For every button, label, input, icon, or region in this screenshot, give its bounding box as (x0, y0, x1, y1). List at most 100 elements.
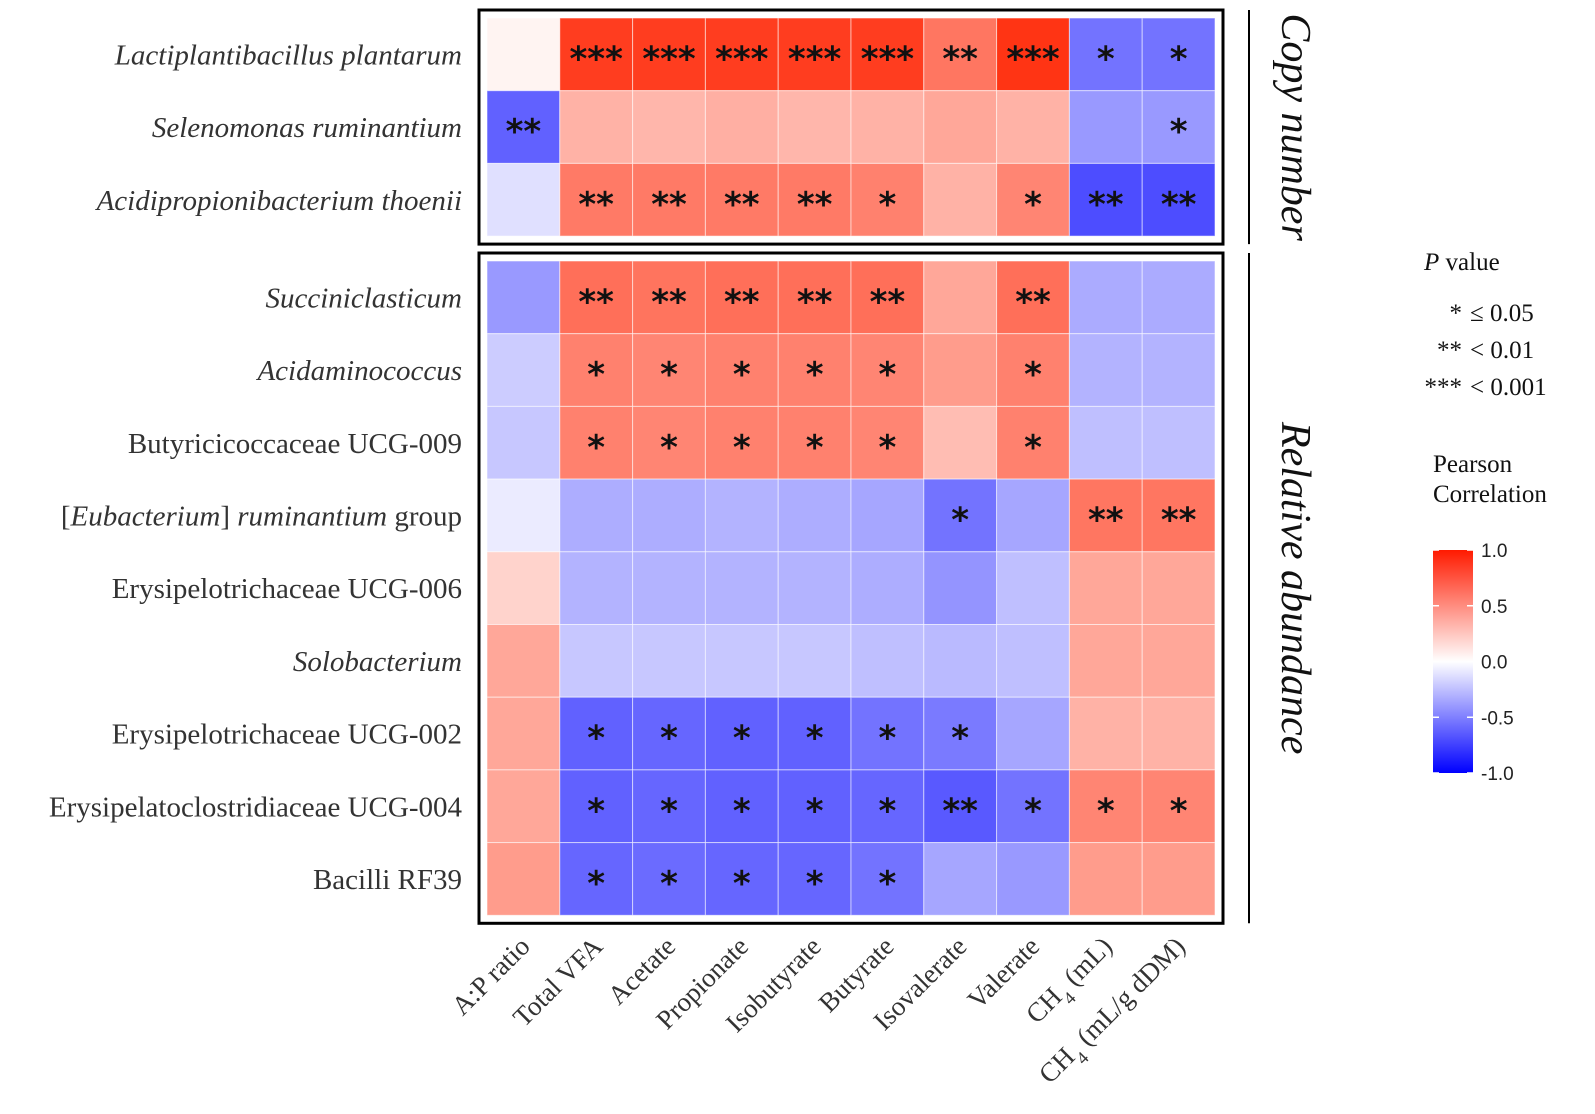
cell-butyricicoccaceae-ucg-009-butyrate (850, 405, 925, 480)
cell-succiniclasticum-a-p-ratio (486, 260, 561, 335)
pvalue-legend-threshold: ≤ 0.05 (1470, 300, 1534, 327)
cell-erysipelatoclostridiaceae-ucg-004-ch4-ml-g-ddm (1141, 769, 1216, 844)
cell-succiniclasticum-valerate (996, 260, 1070, 335)
sig-marker: ** (651, 282, 687, 322)
pvalue-legend-threshold: < 0.001 (1470, 374, 1547, 401)
cell-butyricicoccaceae-ucg-009-isobutyrate (777, 405, 852, 480)
group-frame-relative-abundance (477, 251, 1225, 925)
sig-marker: ** (1015, 282, 1051, 322)
sig-marker: * (660, 864, 678, 904)
sig-marker: *** (570, 39, 624, 79)
row-label-lactiplantibacillus-plantarum: Lactiplantibacillus plantarum (114, 39, 462, 71)
colorbar-title-line: Correlation (1433, 481, 1547, 508)
row-label-erysipelotrichaceae-ucg-006: Erysipelotrichaceae UCG-006 (112, 573, 462, 605)
sig-marker: * (1024, 428, 1042, 468)
sig-marker: ** (724, 185, 760, 225)
sig-marker: * (733, 719, 751, 759)
sig-marker: * (951, 719, 969, 759)
cell-selenomonas-ruminantium-acetate (632, 90, 706, 164)
cell-solobacterium-propionate (704, 624, 779, 698)
cell-acidipropionibacterium-thoenii-acetate (632, 162, 706, 237)
pvalue-legend-stars: ** (1437, 337, 1462, 364)
cell-selenomonas-ruminantium-propionate (704, 90, 779, 164)
section-label-copy-number: Copy number (1272, 13, 1318, 241)
cell-erysipelatoclostridiaceae-ucg-004-total-vfa (559, 769, 634, 844)
row-label-succiniclasticum: Succiniclasticum (265, 282, 462, 314)
sig-marker: *** (788, 39, 842, 79)
cell-lactiplantibacillus-plantarum-butyrate (850, 17, 925, 92)
sig-marker: * (1097, 39, 1115, 79)
cell-selenomonas-ruminantium-ch4-ml (1068, 90, 1143, 164)
sig-marker: * (733, 355, 751, 395)
cell-selenomonas-ruminantium-valerate (996, 90, 1070, 164)
sig-marker: ** (870, 282, 906, 322)
sig-marker: * (1170, 791, 1188, 831)
group-frame-copy-number (477, 8, 1225, 246)
cell-eubacterium-ruminantium-group-ch4-ml-g-ddm (1141, 478, 1216, 553)
sig-marker: ** (942, 791, 978, 831)
cell-eubacterium-ruminantium-group-isobutyrate (777, 478, 852, 553)
cell-erysipelotrichaceae-ucg-002-total-vfa (559, 696, 634, 771)
heatmap-cells (486, 17, 1216, 916)
cell-butyricicoccaceae-ucg-009-propionate (704, 405, 779, 480)
cell-erysipelotrichaceae-ucg-002-propionate (704, 696, 779, 771)
pvalue-legend-stars: * (1450, 300, 1463, 327)
row-label-erysipelotrichaceae-ucg-002: Erysipelotrichaceae UCG-002 (112, 719, 462, 751)
cell-erysipelotrichaceae-ucg-006-valerate (996, 551, 1070, 625)
sig-marker: * (733, 864, 751, 904)
cell-acidaminococcus-butyrate (850, 333, 925, 407)
cell-acidipropionibacterium-thoenii-isovalerate (923, 162, 998, 237)
cell-acidipropionibacterium-thoenii-ch4-ml-g-ddm (1141, 162, 1216, 237)
cell-selenomonas-ruminantium-total-vfa (559, 90, 634, 164)
cell-selenomonas-ruminantium-butyrate (850, 90, 925, 164)
cell-solobacterium-ch4-ml-g-ddm (1141, 624, 1216, 698)
group-frames (477, 8, 1250, 925)
cell-acidaminococcus-ch4-ml-g-ddm (1141, 333, 1216, 407)
cell-erysipelotrichaceae-ucg-002-butyrate (850, 696, 925, 771)
cell-butyricicoccaceae-ucg-009-ch4-ml (1068, 405, 1143, 480)
cell-selenomonas-ruminantium-ch4-ml-g-ddm (1141, 90, 1216, 164)
cell-bacilli-rf39-isovalerate (923, 842, 998, 916)
colorbar (1433, 550, 1473, 773)
colorbar-tick-label: -1.0 (1481, 764, 1514, 785)
cell-butyricicoccaceae-ucg-009-isovalerate (923, 405, 998, 480)
row-label-eubacterium-ruminantium-group: [Eubacterium] ruminantium group (61, 500, 462, 532)
sig-marker: * (1170, 112, 1188, 152)
sig-marker: ** (942, 39, 978, 79)
cell-acidaminococcus-total-vfa (559, 333, 634, 407)
colorbar-tick-label: 0.0 (1481, 653, 1507, 674)
cell-erysipelatoclostridiaceae-ucg-004-acetate (632, 769, 706, 844)
sig-marker: * (879, 355, 897, 395)
sig-marker: ** (1161, 185, 1197, 225)
cell-erysipelatoclostridiaceae-ucg-004-isovalerate (923, 769, 998, 844)
sig-marker: * (806, 355, 824, 395)
sig-marker: * (806, 719, 824, 759)
cell-erysipelatoclostridiaceae-ucg-004-isobutyrate (777, 769, 852, 844)
row-label-bacilli-rf39: Bacilli RF39 (313, 864, 462, 896)
cell-erysipelotrichaceae-ucg-006-acetate (632, 551, 706, 625)
cell-solobacterium-acetate (632, 624, 706, 698)
colorbar-tick-label: 0.5 (1481, 597, 1507, 618)
cell-eubacterium-ruminantium-group-a-p-ratio (486, 478, 561, 553)
cell-erysipelotrichaceae-ucg-002-ch4-ml (1068, 696, 1143, 771)
sig-marker: * (733, 428, 751, 468)
sig-marker: ** (797, 185, 833, 225)
cell-butyricicoccaceae-ucg-009-a-p-ratio (486, 405, 561, 480)
cell-eubacterium-ruminantium-group-butyrate (850, 478, 925, 553)
sig-marker: ** (1161, 500, 1197, 540)
pvalue-legend-threshold: < 0.01 (1470, 337, 1534, 364)
cell-erysipelotrichaceae-ucg-002-isovalerate (923, 696, 998, 771)
cell-eubacterium-ruminantium-group-acetate (632, 478, 706, 553)
row-label-butyricicoccaceae-ucg-009: Butyricicoccaceae UCG-009 (128, 428, 462, 460)
cell-erysipelatoclostridiaceae-ucg-004-a-p-ratio (486, 769, 561, 844)
pvalue-legend-stars: *** (1425, 374, 1463, 401)
sig-marker: * (660, 719, 678, 759)
cell-solobacterium-butyrate (850, 624, 925, 698)
cell-acidipropionibacterium-thoenii-valerate (996, 162, 1070, 237)
cell-eubacterium-ruminantium-group-total-vfa (559, 478, 634, 553)
cell-eubacterium-ruminantium-group-valerate (996, 478, 1070, 553)
cell-succiniclasticum-butyrate (850, 260, 925, 335)
sig-marker: ** (724, 282, 760, 322)
cell-bacilli-rf39-acetate (632, 842, 706, 916)
cell-acidaminococcus-acetate (632, 333, 706, 407)
